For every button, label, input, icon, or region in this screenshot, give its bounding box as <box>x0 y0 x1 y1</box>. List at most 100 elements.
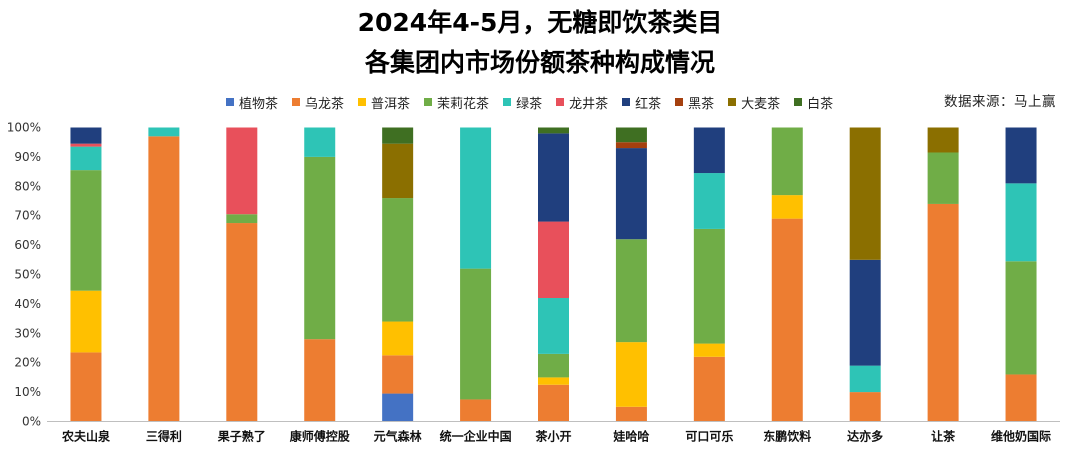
legend-label: 龙井茶 <box>569 96 609 112</box>
legend-swatch <box>728 98 737 106</box>
x-category-label: 达亦多 <box>847 429 883 444</box>
y-tick-label: 20% <box>14 356 41 370</box>
bar-segment <box>382 321 414 356</box>
bar-segment <box>927 152 959 204</box>
bar-segment <box>538 353 569 378</box>
x-category-label: 东鹏饮料 <box>763 429 811 444</box>
legend-item: 红茶 <box>622 93 661 112</box>
chart-title-line1: 2024年4-5月，无糖即饮茶类目 <box>357 8 723 37</box>
bar-segment <box>226 223 258 422</box>
legend-label: 大麦茶 <box>741 96 781 112</box>
y-tick-label: 50% <box>14 268 41 282</box>
bar-segment <box>771 195 803 219</box>
bar-segment <box>693 228 725 344</box>
legend-swatch <box>424 98 433 106</box>
bar-segment <box>382 393 414 422</box>
legend-label: 红茶 <box>635 96 662 112</box>
legend-item: 普洱茶 <box>358 93 410 112</box>
legend-swatch <box>675 98 684 106</box>
bar-segment <box>693 127 725 174</box>
bar-segment <box>615 127 647 143</box>
bar-segment <box>849 127 881 260</box>
bar-segment <box>849 392 881 422</box>
bar-segment <box>538 377 569 385</box>
bar-segment <box>148 127 180 137</box>
bar-segment <box>615 239 647 343</box>
x-category-label: 农夫山泉 <box>61 429 111 444</box>
x-category-label: 三得利 <box>146 429 182 444</box>
y-tick-label: 10% <box>14 385 41 399</box>
legend-swatch <box>358 98 367 106</box>
y-tick-label: 60% <box>14 238 41 252</box>
x-category-label: 可口可乐 <box>685 429 733 444</box>
legend-item: 乌龙茶 <box>292 93 344 112</box>
legend-label: 植物茶 <box>239 96 279 112</box>
bar-segment <box>70 143 102 147</box>
x-category-label: 维他奶国际 <box>991 429 1051 444</box>
bar-segment <box>1005 261 1037 375</box>
legend-swatch <box>292 98 301 106</box>
x-category-label: 元气森林 <box>374 429 422 444</box>
y-tick-label: 40% <box>14 297 41 311</box>
bar-segment <box>693 356 725 422</box>
y-tick-label: 90% <box>14 150 41 164</box>
bar-segment <box>1005 374 1037 422</box>
y-tick-label: 70% <box>14 209 41 223</box>
bar-segment <box>849 259 881 366</box>
legend-label: 乌龙茶 <box>305 96 345 112</box>
bar-segment <box>226 214 258 224</box>
bar-segment <box>927 127 959 153</box>
x-category-label: 娃哈哈 <box>612 429 649 444</box>
legend-swatch <box>622 98 631 106</box>
bar-segment <box>1005 127 1037 184</box>
bar-segment <box>226 127 258 215</box>
bar-segment <box>304 339 336 422</box>
x-category-label: 让茶 <box>931 429 956 444</box>
y-tick-label: 100% <box>7 121 41 135</box>
x-category-label: 康师傅控股 <box>290 429 351 444</box>
bar-segment <box>771 218 803 422</box>
x-category-label: 统一企业中国 <box>440 429 512 444</box>
bar-segment <box>1005 183 1037 262</box>
chart-title-line2: 各集团内市场份额茶种构成情况 <box>364 48 715 77</box>
bar-segment <box>771 127 803 196</box>
legend-item: 大麦茶 <box>728 93 780 112</box>
bar-segment <box>849 365 881 393</box>
y-tick-label: 0% <box>22 415 41 429</box>
chart-legend: 植物茶 乌龙茶 普洱茶 茉莉花茶 绿茶 龙井茶 红茶 黑茶 大麦茶 白茶 <box>226 93 847 112</box>
bar-segment <box>382 198 414 322</box>
legend-label: 黑茶 <box>688 96 715 112</box>
bar-segment <box>382 127 414 144</box>
bar-segment <box>538 298 569 354</box>
legend-item: 龙井茶 <box>556 93 608 112</box>
bar-segment <box>460 268 492 400</box>
data-source-note: 数据来源：马上赢 <box>944 94 1056 110</box>
legend-label: 白茶 <box>807 96 834 112</box>
bar-segment <box>70 146 102 171</box>
bar-segment <box>615 406 647 422</box>
x-category-label: 果子熟了 <box>217 429 266 444</box>
bar-segment <box>148 136 180 422</box>
bar-segment <box>693 343 725 357</box>
x-category-label: 茶小开 <box>534 429 571 444</box>
legend-swatch <box>503 98 512 106</box>
bar-segment <box>70 170 102 291</box>
legend-label: 普洱茶 <box>371 96 411 112</box>
bar-segment <box>615 142 647 149</box>
legend-item: 植物茶 <box>226 93 278 112</box>
legend-item: 茉莉花茶 <box>424 93 489 112</box>
bar-segment <box>693 173 725 229</box>
legend-item: 绿茶 <box>503 93 542 112</box>
bar-segment <box>615 342 647 407</box>
bar-segment <box>304 156 336 340</box>
legend-swatch <box>556 98 565 106</box>
bar-segment <box>615 148 647 240</box>
bar-segment <box>70 127 102 144</box>
bar-segment <box>382 355 414 394</box>
bar-segment <box>538 384 569 422</box>
legend-swatch <box>226 98 234 106</box>
bar-segment <box>927 203 959 422</box>
bar-segment <box>70 352 102 422</box>
legend-swatch <box>794 98 803 106</box>
bar-segment <box>460 399 492 422</box>
